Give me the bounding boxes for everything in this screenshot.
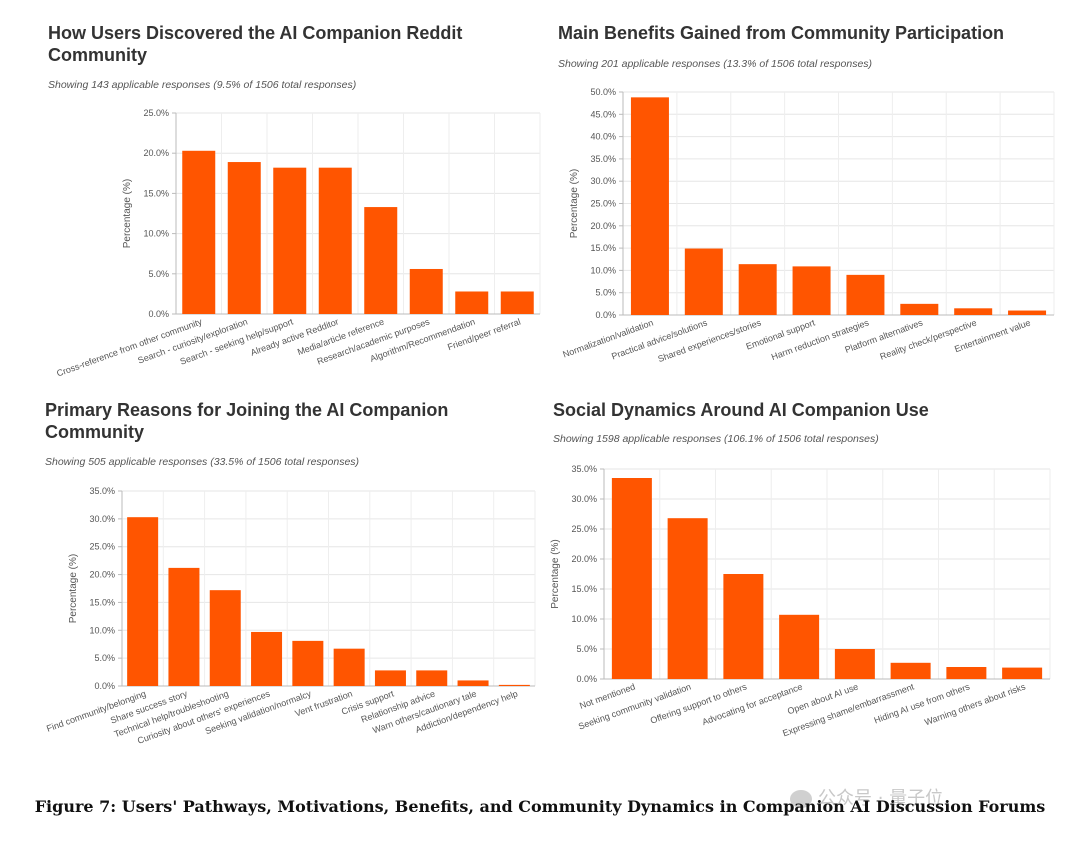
bar: [500, 291, 534, 314]
bar: [318, 167, 352, 314]
chart3-subtitle: Showing 505 applicable responses (33.5% …: [45, 456, 360, 468]
chart1-title: How Users Discovered the AI Companion Re…: [48, 23, 463, 65]
bar: [292, 640, 324, 686]
bar: [630, 97, 669, 316]
bar: [1008, 310, 1047, 315]
y-tick-label: 45.0%: [590, 109, 616, 119]
bar: [168, 567, 200, 686]
bar: [364, 207, 398, 314]
y-tick-label: 25.0%: [590, 199, 616, 209]
wechat-icon: [790, 790, 812, 808]
bar: [779, 614, 820, 679]
y-tick-label: 25.0%: [143, 108, 169, 118]
bar: [946, 667, 987, 679]
y-tick-label: 0.0%: [595, 310, 616, 320]
chart2-plot: 0.0% 5.0% 10.0% 15.0% 20.0% 25.0% 30.0% 35.0% 40…: [561, 87, 1055, 364]
y-tick-label: 35.0%: [571, 464, 597, 474]
y-axis-label: Percentage (%): [569, 169, 580, 238]
bar: [738, 264, 777, 315]
x-tick-label: Reality check/perspective: [879, 317, 978, 361]
bar: [890, 662, 931, 679]
bar: [127, 517, 159, 686]
bar: [954, 308, 993, 315]
y-axis-label: Percentage (%): [68, 554, 79, 623]
y-tick-label: 30.0%: [89, 514, 115, 524]
y-axis-label: Percentage (%): [550, 539, 561, 608]
bar: [416, 670, 448, 686]
watermark-text: 公众号 · 量子位: [818, 788, 944, 809]
y-tick-label: 25.0%: [89, 542, 115, 552]
y-tick-label: 20.0%: [571, 554, 597, 564]
y-tick-label: 30.0%: [590, 176, 616, 186]
y-tick-label: 50.0%: [590, 87, 616, 97]
y-tick-label: 0.0%: [576, 674, 597, 684]
chart1-subtitle: Showing 143 applicable responses (9.5% o…: [48, 79, 357, 91]
bar: [209, 590, 241, 686]
bar: [900, 303, 939, 315]
bar: [846, 274, 885, 315]
bar: [611, 478, 652, 679]
x-tick-label: Offering support to others: [649, 681, 749, 725]
y-tick-label: 15.0%: [590, 243, 616, 253]
figure-caption: Figure 7: Users' Pathways, Motivations, …: [34, 797, 1046, 816]
chart2-title: Main Benefits Gained from Community Part…: [558, 23, 1005, 43]
bar: [457, 680, 489, 686]
chart3-title: Primary Reasons for Joining the AI Compa…: [45, 400, 449, 442]
y-tick-label: 25.0%: [571, 524, 597, 534]
bar: [182, 150, 216, 314]
x-tick-label: Normalization/validation: [561, 317, 654, 359]
bar: [273, 167, 307, 314]
chart4-title: Social Dynamics Around AI Companion Use: [553, 400, 929, 420]
y-tick-label: 20.0%: [89, 570, 115, 580]
y-tick-label: 20.0%: [143, 148, 169, 158]
y-tick-label: 15.0%: [89, 597, 115, 607]
bar: [684, 248, 723, 315]
x-tick-label: Advocating for acceptance: [701, 681, 804, 727]
y-axis-label: Percentage (%): [122, 179, 133, 248]
bar: [227, 162, 261, 314]
bar: [251, 631, 283, 686]
y-tick-label: 40.0%: [590, 132, 616, 142]
bar: [498, 684, 530, 686]
bar: [723, 574, 764, 679]
bar: [792, 266, 831, 315]
chart3-plot: 0.0%5.0%10.0%15.0%20.0%25.0%30.0%35.0%Fi…: [45, 486, 536, 746]
x-tick-label: Warning others about risks: [923, 681, 1027, 727]
y-tick-label: 10.0%: [89, 625, 115, 635]
bar: [834, 649, 875, 679]
x-tick-label: Hiding AI use from others: [873, 681, 972, 725]
bar: [455, 291, 489, 314]
bar: [374, 670, 406, 686]
bar: [667, 518, 708, 679]
chart1-plot: 0.0%5.0%10.0%15.0%20.0%25.0%Cross-refere…: [55, 108, 541, 379]
y-tick-label: 5.0%: [94, 653, 115, 663]
watermark: 公众号 · 量子位: [790, 784, 943, 810]
chart4-plot: 0.0%5.0%10.0%15.0%20.0%25.0%30.0%35.0%No…: [550, 464, 1051, 738]
y-tick-label: 5.0%: [576, 644, 597, 654]
y-tick-label: 15.0%: [571, 584, 597, 594]
bar: [333, 648, 365, 686]
chart2-subtitle: Showing 201 applicable responses (13.3% …: [558, 58, 873, 70]
bar: [1002, 667, 1043, 679]
y-tick-label: 0.0%: [148, 309, 169, 319]
y-tick-label: 10.0%: [143, 229, 169, 239]
y-tick-label: 5.0%: [595, 288, 616, 298]
bar: [409, 268, 443, 314]
y-tick-label: 5.0%: [148, 269, 169, 279]
y-tick-label: 20.0%: [590, 221, 616, 231]
y-tick-label: 35.0%: [590, 154, 616, 164]
x-tick-label: Harm reduction strategies: [770, 317, 871, 362]
y-tick-label: 35.0%: [89, 486, 115, 496]
chart4-subtitle: Showing 1598 applicable responses (106.1…: [553, 433, 879, 445]
y-tick-label: 15.0%: [143, 188, 169, 198]
y-tick-label: 0.0%: [94, 681, 115, 691]
y-tick-label: 30.0%: [571, 494, 597, 504]
y-tick-label: 10.0%: [590, 265, 616, 275]
y-tick-label: 10.0%: [571, 614, 597, 624]
